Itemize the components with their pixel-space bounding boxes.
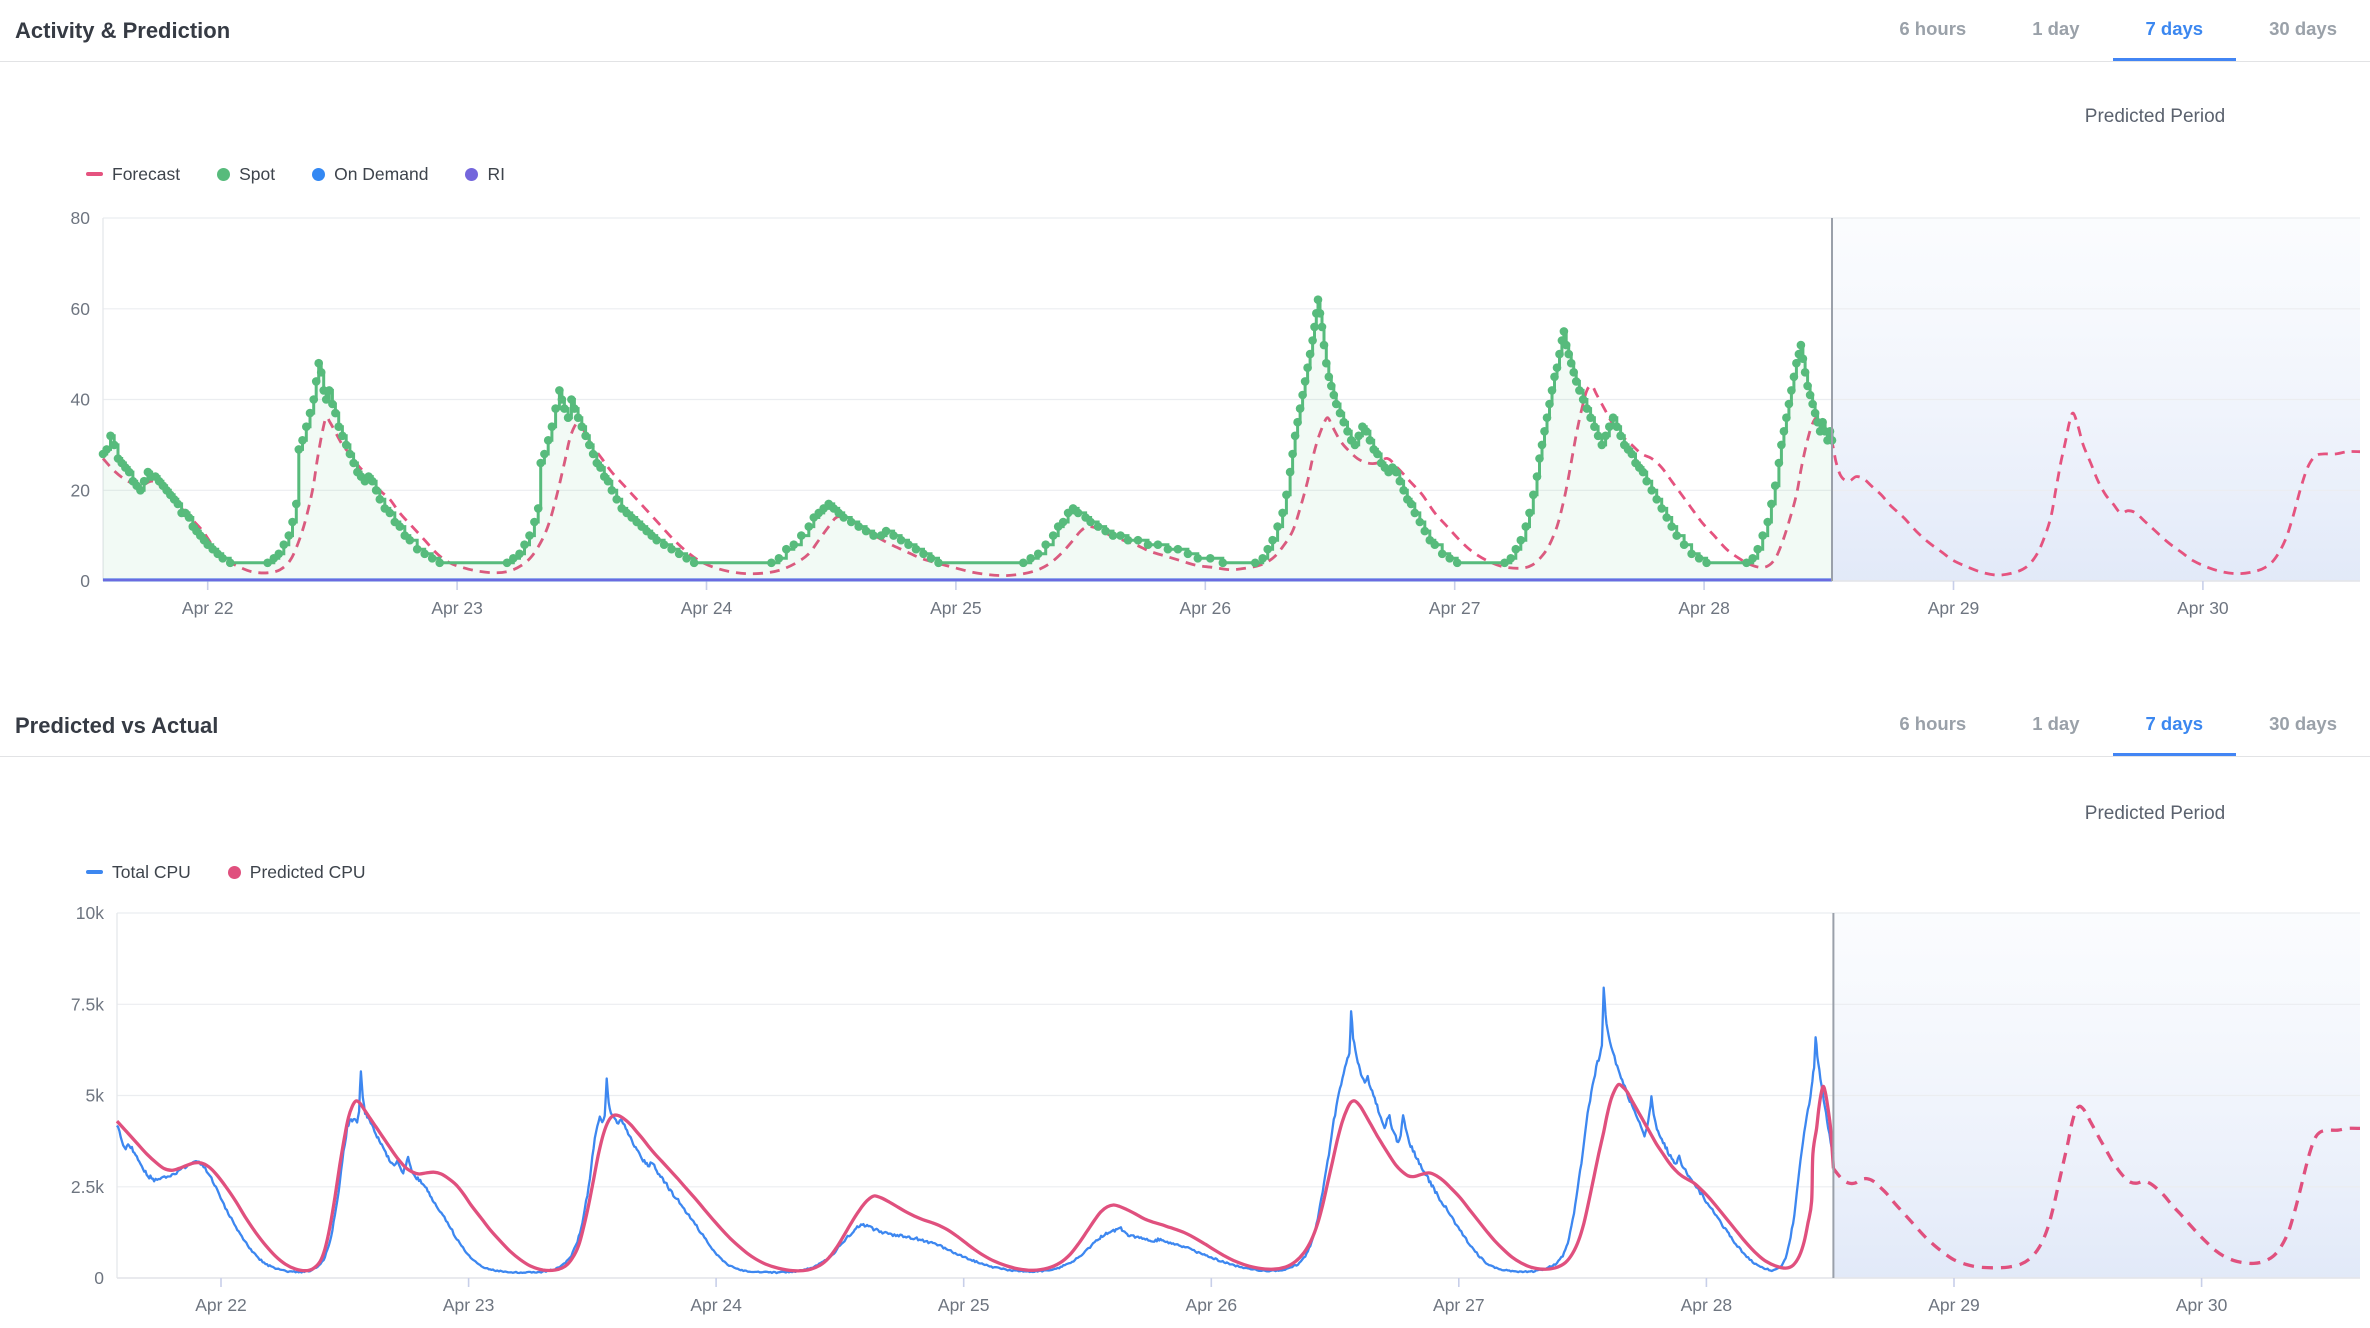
tab-7-days[interactable]: 7 days <box>2112 0 2237 61</box>
activity-period-tabs: 6 hours 1 day 7 days 30 days <box>1866 0 2370 61</box>
svg-text:7.5k: 7.5k <box>71 994 104 1014</box>
predicted-vs-actual-header: Predicted vs Actual 6 hours 1 day 7 days… <box>0 695 2370 757</box>
svg-text:Apr 26: Apr 26 <box>1186 1295 1238 1315</box>
predicted-cpu-dot-icon <box>227 865 241 879</box>
tab-7-days[interactable]: 7 days <box>2112 695 2237 756</box>
svg-text:Apr 26: Apr 26 <box>1180 598 1232 618</box>
svg-text:Apr 25: Apr 25 <box>938 1295 990 1315</box>
svg-text:5k: 5k <box>86 1086 105 1106</box>
svg-text:Apr 27: Apr 27 <box>1433 1295 1485 1315</box>
ri-dot-icon <box>465 167 479 181</box>
activity-prediction-chart[interactable]: 0 20 40 60 80 Apr 22 Apr 23 Apr 24 Apr 25 Apr 26 A… <box>0 200 2370 642</box>
tab-1-day[interactable]: 1 day <box>2032 18 2080 39</box>
svg-text:Apr 23: Apr 23 <box>443 1295 495 1315</box>
svg-text:Apr 24: Apr 24 <box>690 1295 742 1315</box>
svg-text:Apr 28: Apr 28 <box>1678 598 1730 618</box>
svg-text:2.5k: 2.5k <box>71 1177 104 1197</box>
svg-text:Apr 28: Apr 28 <box>1681 1295 1733 1315</box>
activity-legend: Forecast Spot On Demand RI <box>86 162 505 186</box>
tab-30-days[interactable]: 30 days <box>2269 713 2337 734</box>
svg-text:Apr 29: Apr 29 <box>1928 1295 1980 1315</box>
svg-text:Apr 30: Apr 30 <box>2177 598 2229 618</box>
predicted-vs-actual-title: Predicted vs Actual <box>15 712 219 738</box>
legend-label: On Demand <box>334 163 429 184</box>
legend-label: Predicted CPU <box>249 861 366 882</box>
cpu-legend: Total CPU Predicted CPU <box>86 860 366 884</box>
predicted-vs-actual-chart[interactable]: 0 2.5k 5k 7.5k 10k Apr 22 Apr 23 Apr 24 Apr 25 Ap… <box>0 895 2370 1328</box>
legend-label: Total CPU <box>112 861 191 882</box>
legend-label: Spot <box>239 163 276 184</box>
svg-text:10k: 10k <box>76 903 104 923</box>
svg-text:Apr 22: Apr 22 <box>195 1295 247 1315</box>
svg-text:40: 40 <box>71 390 91 410</box>
forecast-dash-icon <box>86 172 103 176</box>
legend-item-ri[interactable]: RI <box>465 164 505 185</box>
cpu-period-tabs: 6 hours 1 day 7 days 30 days <box>1866 695 2370 756</box>
activity-prediction-header: Activity & Prediction 6 hours 1 day 7 da… <box>0 0 2370 62</box>
tab-1-day[interactable]: 1 day <box>2032 713 2080 734</box>
svg-text:Apr 25: Apr 25 <box>930 598 982 618</box>
svg-text:60: 60 <box>71 299 91 319</box>
tab-30-days[interactable]: 30 days <box>2269 18 2337 39</box>
tab-6-hours[interactable]: 6 hours <box>1899 18 1967 39</box>
svg-text:0: 0 <box>94 1268 104 1288</box>
on-demand-dot-icon <box>312 167 326 181</box>
spot-dot-icon <box>217 167 231 181</box>
predicted-period-label: Predicted Period <box>2084 106 2226 127</box>
legend-item-forecast[interactable]: Forecast <box>86 164 180 185</box>
legend-item-on-demand[interactable]: On Demand <box>312 164 428 185</box>
svg-text:80: 80 <box>71 208 91 228</box>
svg-text:Apr 30: Apr 30 <box>2176 1295 2228 1315</box>
activity-prediction-title: Activity & Prediction <box>15 17 231 43</box>
svg-text:Apr 27: Apr 27 <box>1429 598 1481 618</box>
svg-text:Apr 23: Apr 23 <box>431 598 483 618</box>
legend-label: Forecast <box>112 163 181 184</box>
legend-item-total-cpu[interactable]: Total CPU <box>86 862 191 883</box>
predicted-period-label: Predicted Period <box>2084 803 2226 824</box>
legend-item-predicted-cpu[interactable]: Predicted CPU <box>227 861 366 883</box>
svg-text:Apr 22: Apr 22 <box>182 598 234 618</box>
svg-text:0: 0 <box>80 571 90 591</box>
tab-6-hours[interactable]: 6 hours <box>1899 713 1967 734</box>
legend-label: RI <box>487 163 505 184</box>
legend-item-spot[interactable]: Spot <box>217 164 275 185</box>
svg-text:Apr 24: Apr 24 <box>681 598 733 618</box>
svg-text:20: 20 <box>71 480 91 500</box>
svg-text:Apr 29: Apr 29 <box>1928 598 1980 618</box>
total-cpu-dash-icon <box>86 870 103 874</box>
